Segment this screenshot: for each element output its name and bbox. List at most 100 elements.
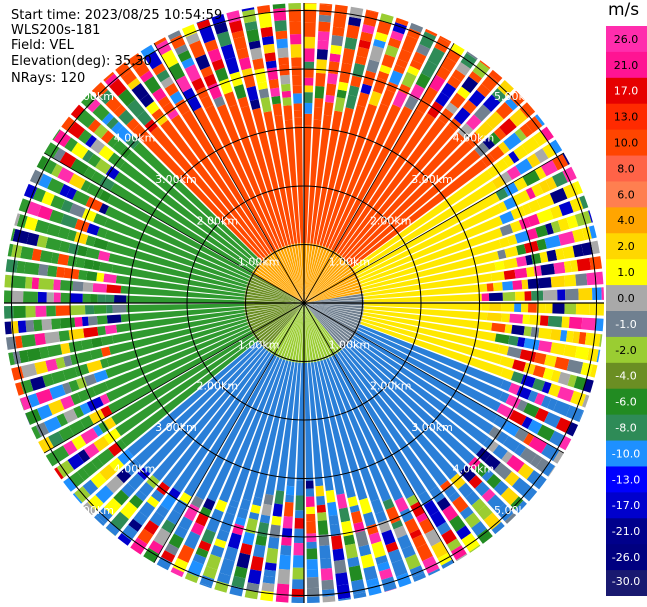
noise-bin xyxy=(339,72,351,84)
noise-bin xyxy=(86,359,103,373)
velocity-bin xyxy=(304,244,319,302)
noise-bin xyxy=(46,292,54,303)
noise-bin xyxy=(471,498,486,513)
noise-bin xyxy=(278,57,289,66)
noise-bin xyxy=(34,360,49,375)
noise-bin xyxy=(534,392,546,406)
noise-bin xyxy=(523,432,535,446)
azimuth-spoke xyxy=(43,152,305,304)
noise-bin xyxy=(502,291,516,301)
noise-bin xyxy=(457,123,474,139)
velocity-bin xyxy=(248,303,303,328)
noise-bin xyxy=(504,246,519,258)
noise-bin xyxy=(406,28,421,40)
noise-bin xyxy=(510,371,524,384)
noise-bin xyxy=(589,303,596,316)
velocity-bin xyxy=(249,276,303,303)
noise-bin xyxy=(25,320,35,333)
noise-bin xyxy=(549,205,563,220)
noise-bin xyxy=(536,208,554,224)
noise-bin xyxy=(53,279,61,291)
velocity-bin xyxy=(305,303,363,318)
noise-bin xyxy=(55,305,71,316)
noise-bin xyxy=(374,31,388,43)
colorbar-bin xyxy=(606,336,647,364)
colorbar-bin xyxy=(606,233,647,260)
velocity-bin xyxy=(339,118,446,256)
noise-bin xyxy=(494,333,510,345)
noise-bin xyxy=(509,313,524,324)
noise-bin xyxy=(482,137,496,150)
noise-bin xyxy=(81,339,93,351)
noise-bin xyxy=(267,536,280,550)
noise-bin xyxy=(198,540,212,552)
velocity-bin xyxy=(305,304,337,355)
noise-bin xyxy=(504,471,520,487)
noise-bin xyxy=(306,496,315,508)
noise-bin xyxy=(493,127,507,141)
velocity-bin xyxy=(305,260,349,302)
noise-bin xyxy=(549,187,568,204)
noise-bin xyxy=(175,75,192,93)
noise-bin xyxy=(82,282,94,292)
velocity-bin xyxy=(305,303,361,327)
noise-bin xyxy=(550,275,565,288)
noise-bin xyxy=(77,350,93,364)
noise-bin xyxy=(116,468,132,484)
noise-bin xyxy=(187,96,202,112)
colorbar-tick-label: -4.0 xyxy=(615,370,636,383)
noise-bin xyxy=(445,102,459,115)
noise-bin xyxy=(145,101,160,115)
noise-bin xyxy=(191,77,205,91)
noise-bin xyxy=(283,501,294,517)
azimuth-spoke xyxy=(303,42,455,304)
noise-bin xyxy=(500,171,513,184)
noise-bin xyxy=(97,294,106,303)
noise-bin xyxy=(59,240,71,253)
noise-bin xyxy=(506,165,521,180)
noise-bin xyxy=(519,123,533,138)
noise-bin xyxy=(206,554,222,570)
noise-bin xyxy=(76,109,96,128)
noise-bin xyxy=(129,494,144,509)
noise-bin xyxy=(523,326,532,337)
noise-bin xyxy=(215,499,228,513)
nrays-label: NRays: 120 xyxy=(11,71,86,86)
velocity-bin xyxy=(351,338,489,445)
noise-bin xyxy=(139,93,155,108)
noise-bin xyxy=(436,521,451,536)
noise-bin xyxy=(174,44,189,56)
noise-bin xyxy=(545,303,553,314)
noise-bin xyxy=(337,81,349,92)
noise-bin xyxy=(289,34,302,45)
ring-label: 5.00km xyxy=(494,504,536,517)
noise-bin xyxy=(199,506,212,518)
velocity-bin xyxy=(286,362,301,487)
noise-bin xyxy=(538,277,552,289)
noise-bin xyxy=(391,520,404,530)
velocity-bin xyxy=(255,304,303,341)
noise-bin xyxy=(152,63,166,76)
noise-bin xyxy=(81,93,96,108)
noise-bin xyxy=(66,187,77,200)
colorbar-bin xyxy=(606,518,647,545)
noise-bin xyxy=(581,242,594,256)
velocity-bin xyxy=(341,124,456,258)
noise-bin xyxy=(246,582,260,592)
noise-bin xyxy=(83,258,95,270)
noise-bin xyxy=(384,588,397,592)
noise-bin xyxy=(236,47,250,60)
noise-bin xyxy=(35,388,53,405)
noise-bin xyxy=(502,281,514,291)
noise-bin xyxy=(322,595,336,603)
noise-bin xyxy=(574,346,590,361)
noise-bin xyxy=(109,428,121,441)
noise-bin xyxy=(282,516,293,529)
noise-bin xyxy=(601,287,604,300)
noise-bin xyxy=(387,37,402,49)
noise-bin xyxy=(481,293,490,302)
velocity-bin xyxy=(305,304,349,345)
noise-bin xyxy=(148,540,164,555)
noise-bin xyxy=(33,319,43,332)
noise-bin xyxy=(381,576,397,592)
